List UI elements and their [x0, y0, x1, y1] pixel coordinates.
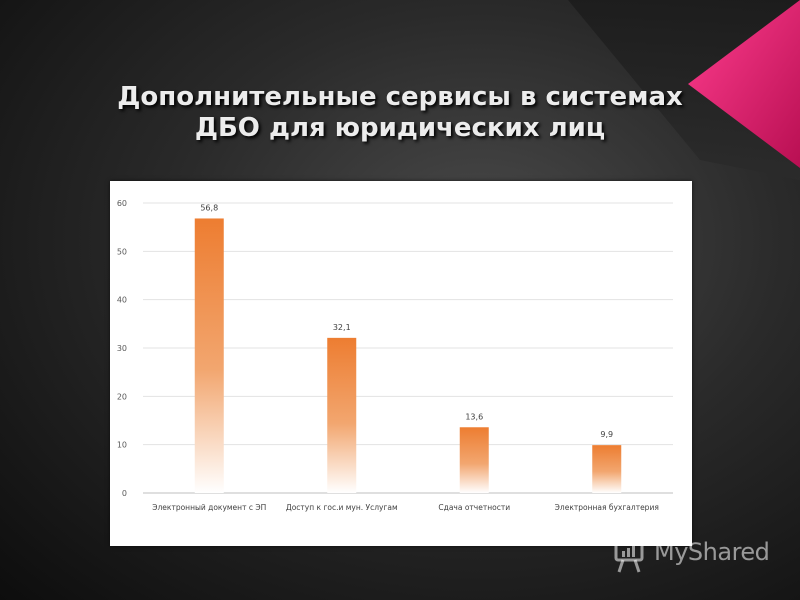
presentation-board-icon	[614, 540, 644, 573]
pink-triangle	[688, 0, 800, 168]
y-tick-label: 40	[117, 296, 127, 305]
data-label: 13,6	[465, 412, 483, 421]
y-tick-label: 30	[117, 344, 127, 353]
y-tick-label: 0	[122, 489, 127, 498]
watermark-brand: MyShared	[654, 538, 770, 566]
x-tick-label: Сдача отчетности	[438, 503, 510, 512]
title-line-1: Дополнительные сервисы в системах	[117, 82, 683, 112]
x-tick-label: Доступ к гос.и мун. Услугам	[286, 503, 398, 512]
bar	[592, 445, 622, 493]
y-tick-label: 60	[117, 199, 127, 208]
x-tick-label: Электронный документ с ЭП	[152, 503, 266, 512]
data-label: 32,1	[333, 323, 351, 332]
chart-card: 0 10 20 30 40 50 60 56,8 Электронный документ с …	[110, 181, 692, 546]
bar	[327, 337, 357, 493]
title-line-2: ДБО для юридических лиц	[194, 113, 606, 143]
y-tick-label: 50	[117, 247, 127, 256]
watermark: MyShared	[610, 536, 790, 576]
bar-chart: 0 10 20 30 40 50 60 56,8 Электронный документ с …	[117, 199, 673, 512]
bar	[194, 218, 224, 493]
y-tick-label: 10	[117, 441, 127, 450]
slide-title: Дополнительные сервисы в системах ДБО дл…	[60, 82, 740, 144]
x-tick-label: Электронная бухгалтерия	[555, 503, 659, 512]
data-label: 56,8	[200, 203, 218, 212]
y-tick-label: 20	[117, 392, 127, 401]
data-label: 9,9	[600, 430, 613, 439]
bar	[459, 427, 489, 493]
